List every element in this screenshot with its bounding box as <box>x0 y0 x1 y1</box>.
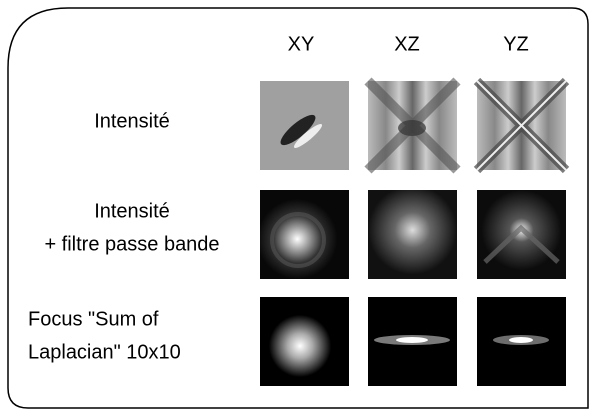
image-tile <box>477 297 566 386</box>
row-label: + filtre passe bande <box>44 233 219 255</box>
row-label: Intensité <box>94 110 170 132</box>
row-label: Intensité <box>94 200 170 222</box>
image-tile <box>368 297 457 386</box>
image-tile <box>473 77 570 174</box>
column-header: XZ <box>394 33 420 55</box>
row-label: Laplacian" 10x10 <box>28 341 181 363</box>
image-tile <box>260 81 349 170</box>
image-tile <box>477 190 566 279</box>
image-tile <box>368 190 457 279</box>
image-tile <box>260 190 349 279</box>
column-header: XY <box>288 33 315 55</box>
frame <box>7 7 589 409</box>
image-tile <box>364 77 461 174</box>
row-label: Focus "Sum of <box>28 308 159 330</box>
column-header: YZ <box>503 33 529 55</box>
image-tile <box>260 297 349 386</box>
